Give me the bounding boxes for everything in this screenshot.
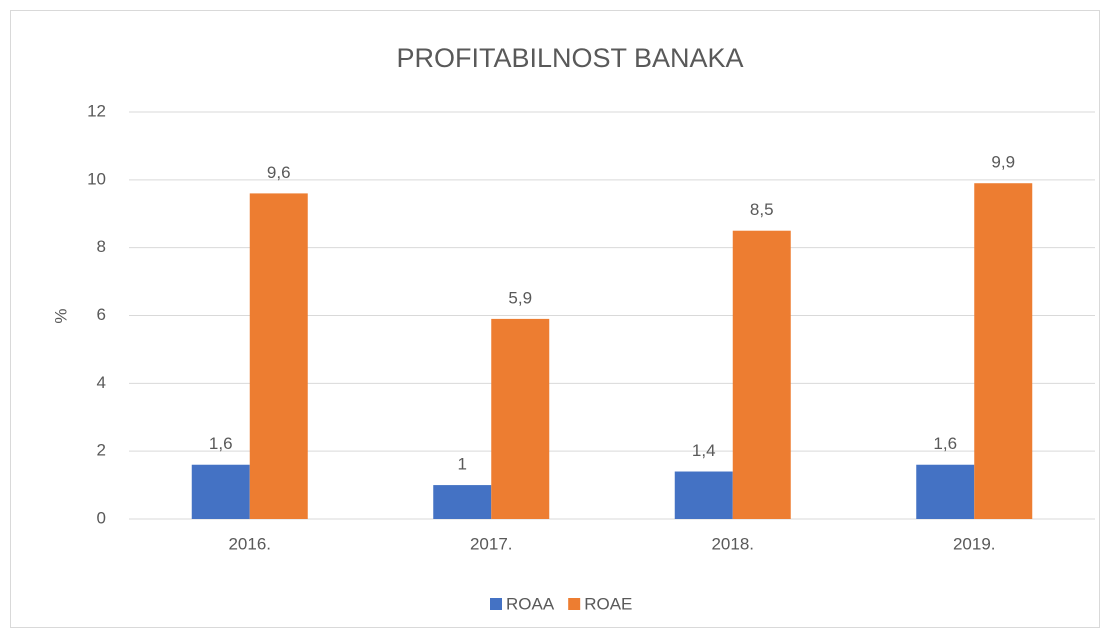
- x-tick-label: 2018.: [711, 534, 754, 553]
- bar: [249, 193, 308, 519]
- data-label: 1,4: [692, 441, 716, 460]
- legend-label: ROAA: [506, 594, 555, 613]
- data-label: 5,9: [508, 288, 532, 307]
- legend-label: ROAE: [584, 594, 632, 613]
- bar: [974, 183, 1033, 519]
- bar: [732, 230, 791, 520]
- bar: [674, 471, 733, 519]
- data-label: 9,6: [267, 163, 291, 182]
- chart-title: PROFITABILNOST BANAKA: [396, 43, 743, 73]
- y-axis-label: %: [51, 308, 70, 323]
- chart-frame: [10, 10, 1100, 628]
- data-label: 1,6: [933, 434, 957, 453]
- bar: [916, 464, 975, 519]
- data-label: 1,6: [209, 434, 233, 453]
- legend-swatch: [490, 598, 502, 610]
- x-tick-label: 2019.: [953, 534, 996, 553]
- y-tick-label: 0: [97, 508, 106, 527]
- y-tick-label: 2: [97, 441, 106, 460]
- x-tick-label: 2016.: [228, 534, 271, 553]
- y-tick-label: 6: [97, 305, 106, 324]
- data-label: 1: [458, 455, 467, 474]
- y-tick-label: 8: [97, 237, 106, 256]
- bar: [491, 318, 550, 519]
- x-tick-label: 2017.: [470, 534, 513, 553]
- bar: [433, 485, 492, 519]
- data-label: 8,5: [750, 200, 774, 219]
- data-label: 9,9: [991, 153, 1015, 172]
- y-tick-label: 12: [87, 101, 106, 120]
- y-tick-label: 10: [87, 169, 106, 188]
- legend-swatch: [568, 598, 581, 610]
- y-tick-label: 4: [97, 373, 106, 392]
- bar: [191, 464, 250, 519]
